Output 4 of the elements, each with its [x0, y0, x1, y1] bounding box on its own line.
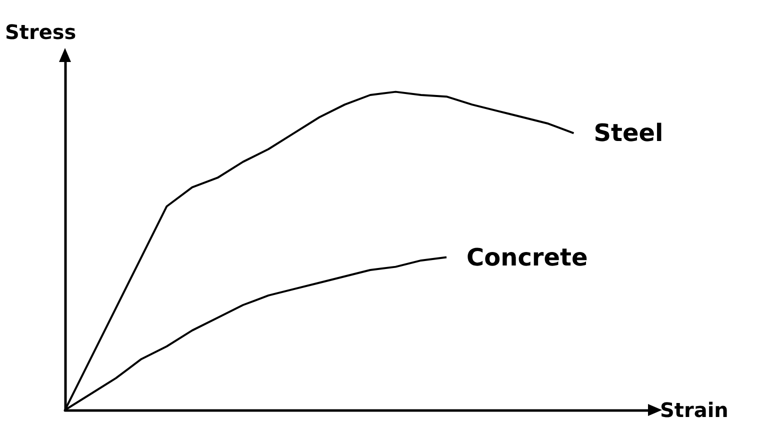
y-axis-title: Stress [5, 20, 76, 44]
series-label: Steel [594, 119, 664, 148]
series-label: Concrete [466, 243, 588, 272]
x-axis-title: Strain [660, 398, 728, 422]
